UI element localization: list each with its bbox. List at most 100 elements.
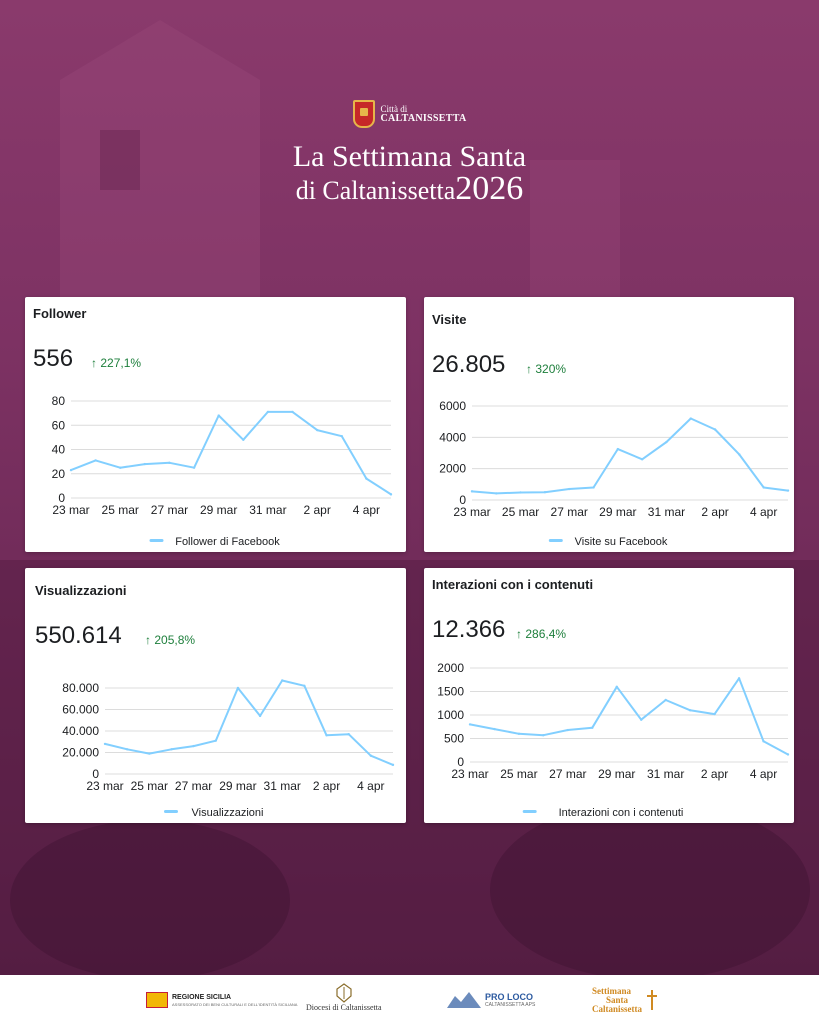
- y-tick-label: 4000: [439, 430, 466, 444]
- data-point: [713, 428, 717, 431]
- y-tick-label: 1500: [437, 685, 464, 699]
- metric-value: 26.805: [432, 351, 506, 378]
- y-tick-label: 2000: [437, 661, 464, 675]
- diocesi-name: Diocesi di Caltanissetta: [306, 1003, 382, 1012]
- data-point: [519, 491, 522, 494]
- card-visite: Visite 26.805 ↑ 320% 0 2000 4000 6000 23 mar…: [424, 297, 794, 552]
- proloco-name: PRO LOCO: [485, 992, 534, 1002]
- x-tick-label: 4 apr: [353, 503, 380, 517]
- data-point: [616, 447, 620, 451]
- x-tick-label: 4 apr: [750, 505, 777, 519]
- regione-sicilia-logo: REGIONE SICILIA ASSESSORATO DEI BENI CUL…: [146, 983, 297, 1017]
- data-point: [192, 744, 195, 748]
- x-tick-label: 2 apr: [701, 767, 728, 781]
- legend-swatch: [548, 539, 563, 542]
- x-tick-label: 25 mar: [102, 503, 139, 517]
- data-point: [94, 459, 97, 462]
- data-point: [242, 438, 245, 441]
- data-point: [170, 748, 173, 751]
- data-point: [470, 490, 474, 493]
- card-title: Visualizzazioni: [35, 583, 127, 598]
- y-tick-label: 20: [52, 467, 66, 481]
- y-tick-label: 60: [52, 418, 66, 432]
- data-point: [340, 434, 343, 438]
- header: Città di CALTANISSETTA La Settimana Sant…: [0, 100, 819, 206]
- card-visualizzazioni: Visualizzazioni 550.614 ↑ 205,8% 0 20.000…: [25, 568, 406, 823]
- metric-change: ↑ 205,8%: [145, 633, 195, 647]
- data-point: [543, 490, 547, 494]
- arrow-up-icon: ↑: [526, 362, 532, 376]
- x-tick-label: 4 apr: [750, 767, 777, 781]
- card-title: Interazioni con i contenuti: [432, 577, 594, 592]
- cross-icon: [647, 990, 657, 1010]
- x-tick-label: 23 mar: [52, 503, 89, 517]
- metric-change-value: 286,4%: [525, 627, 567, 641]
- data-point: [143, 462, 147, 466]
- page-title: La Settimana Santa: [292, 140, 527, 173]
- card-follower: Follower 556 ↑ 227,1% 0 20 40 60 80 23 mar 25 …: [25, 297, 406, 552]
- y-tick-label: 20.000: [62, 746, 99, 760]
- visite-chart: 0 2000 4000 6000 23 mar 25 mar 27 mar 29 mar 31 …: [439, 399, 790, 548]
- series-line: [104, 679, 394, 766]
- data-point: [689, 417, 692, 420]
- data-point: [713, 712, 716, 716]
- legend-swatch: [164, 810, 178, 813]
- legend-label: Visualizzazioni: [192, 807, 264, 819]
- data-point: [738, 453, 741, 456]
- diocesi-logo: Diocesi di Caltanissetta: [306, 983, 382, 1017]
- y-tick-label: 6000: [439, 399, 466, 413]
- sicily-flag-icon: [146, 992, 168, 1008]
- arrow-up-icon: ↑: [516, 627, 522, 641]
- data-point: [303, 684, 306, 688]
- data-point: [542, 734, 545, 737]
- y-tick-label: 40.000: [62, 724, 99, 738]
- data-point: [688, 709, 692, 712]
- data-point: [291, 410, 294, 414]
- x-tick-label: 27 mar: [151, 503, 188, 517]
- proloco-logo: PRO LOCO CALTANISSETTA APS: [447, 983, 535, 1017]
- data-point: [119, 466, 122, 469]
- x-tick-label: 23 mar: [453, 505, 490, 519]
- data-point: [391, 763, 395, 767]
- data-point: [615, 685, 618, 688]
- metric-change-value: 227,1%: [100, 356, 142, 370]
- data-point: [103, 742, 107, 746]
- data-point: [347, 733, 350, 736]
- x-tick-label: 23 mar: [86, 779, 123, 793]
- metric-value: 556: [33, 345, 74, 372]
- arrow-up-icon: ↑: [91, 356, 97, 370]
- x-tick-label: 27 mar: [549, 767, 586, 781]
- city-logo: Città di CALTANISSETTA: [0, 100, 819, 128]
- settimana-line3: Caltanissetta: [592, 1003, 642, 1014]
- card-title: Visite: [432, 312, 467, 327]
- y-tick-label: 80.000: [62, 681, 99, 695]
- proloco-sub: CALTANISSETTA APS: [485, 1002, 536, 1008]
- x-tick-label: 31 mar: [249, 503, 286, 517]
- data-point: [315, 428, 319, 432]
- regione-sub: ASSESSORATO DEI BENI CULTURALI E DELL'ID…: [172, 1001, 298, 1007]
- data-point: [125, 748, 129, 751]
- data-point: [591, 726, 594, 729]
- logo-line2: CALTANISSETTA: [380, 113, 467, 124]
- x-tick-label: 4 apr: [357, 779, 384, 793]
- y-tick-label: 500: [444, 732, 464, 746]
- y-tick-label: 0: [459, 493, 466, 507]
- regione-name: REGIONE SICILIA: [172, 993, 232, 1001]
- metric-value: 12.366: [432, 616, 506, 643]
- x-tick-label: 23 mar: [451, 767, 488, 781]
- x-tick-label: 29 mar: [219, 779, 256, 793]
- data-point: [365, 477, 368, 480]
- series-line: [469, 677, 789, 756]
- follower-chart: 0 20 40 60 80 23 mar 25 mar 27 mar 29 mar 31 mar 2…: [52, 394, 393, 548]
- legend-label: Follower di Facebook: [175, 536, 280, 548]
- visualizzazioni-chart: 0 20.000 40.000 60.000 80.000 23 mar 25 mar 27 …: [62, 679, 395, 819]
- data-point: [495, 492, 498, 495]
- legend-swatch: [522, 810, 537, 813]
- metric-change: ↑ 286,4%: [516, 627, 566, 641]
- city-crest-icon: [352, 100, 375, 128]
- data-point: [236, 686, 240, 690]
- x-tick-label: 2 apr: [303, 503, 330, 517]
- legend-label: Visite su Facebook: [575, 536, 668, 548]
- data-point: [214, 739, 217, 742]
- metric-change-value: 320%: [535, 362, 567, 376]
